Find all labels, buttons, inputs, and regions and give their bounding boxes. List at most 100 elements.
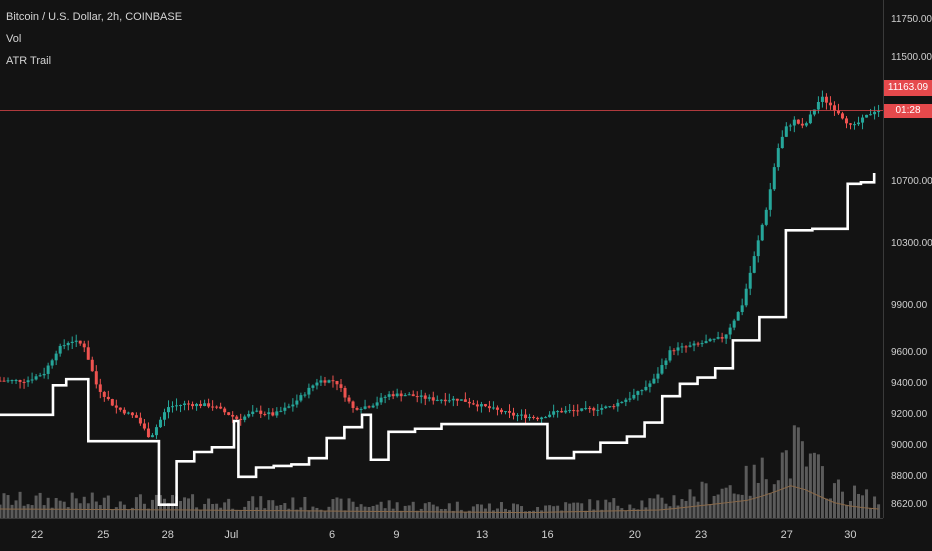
volume-bar: [624, 510, 628, 518]
volume-bar: [195, 507, 199, 518]
volume-bar: [303, 496, 307, 518]
candles-layer: [0, 90, 881, 439]
volume-bar: [672, 495, 676, 518]
x-axis[interactable]: [0, 518, 883, 551]
candle-body: [114, 405, 118, 408]
candle-body: [403, 395, 407, 397]
volume-bar: [780, 452, 784, 518]
candle-body: [263, 413, 267, 415]
candle-body: [379, 397, 383, 403]
volume-bar: [187, 498, 191, 518]
candle-body: [142, 423, 146, 429]
candle-body: [640, 390, 644, 392]
volume-bar: [800, 441, 804, 518]
candle-body: [672, 350, 676, 352]
volume-bar: [271, 500, 275, 518]
candle-body: [50, 360, 54, 366]
volume-bar: [10, 504, 14, 518]
candle-body: [664, 360, 668, 366]
candle-body: [323, 380, 327, 383]
candle-body: [520, 414, 524, 416]
volume-ma-line: [0, 485, 879, 514]
candle-body: [315, 382, 319, 386]
volume-bar: [588, 499, 592, 518]
volume-bar: [431, 504, 435, 518]
volume-bar: [495, 508, 499, 518]
volume-bar: [74, 498, 78, 518]
candle-body: [688, 345, 692, 347]
volume-bar: [748, 495, 752, 518]
candle-body: [596, 409, 600, 411]
candle-body: [784, 126, 788, 137]
volume-bar: [849, 500, 853, 518]
candle-body: [42, 373, 46, 376]
candle-body: [58, 345, 62, 354]
volume-bar: [596, 500, 600, 518]
volume-bar: [532, 510, 536, 518]
volume-bar: [499, 502, 503, 518]
candle-body: [70, 341, 74, 344]
volume-bar: [832, 483, 836, 518]
volume-bar: [824, 498, 828, 518]
volume-bar: [134, 497, 138, 518]
symbol-title[interactable]: Bitcoin / U.S. Dollar, 2h, COINBASE: [6, 11, 183, 23]
volume-bar: [869, 508, 873, 518]
volume-bar: [820, 466, 824, 518]
candle-body: [584, 407, 588, 409]
atr-trail-indicator-label[interactable]: ATR Trail: [6, 55, 52, 67]
candle-body: [126, 412, 130, 414]
volume-bar: [22, 505, 26, 518]
x-tick-label: 25: [97, 529, 110, 541]
volume-bar: [760, 457, 764, 518]
volume-bar: [411, 501, 415, 518]
volume-bar: [114, 507, 118, 518]
volume-bar: [796, 427, 800, 518]
volume-bar: [560, 510, 564, 518]
volume-bar: [199, 509, 203, 518]
volume-bar: [70, 492, 74, 518]
candle-body: [869, 114, 873, 116]
candle-body: [162, 412, 166, 420]
candle-body: [536, 417, 540, 420]
x-tick-label: 30: [844, 529, 857, 541]
candle-body: [279, 410, 283, 412]
candle-body: [528, 416, 532, 419]
candle-body: [18, 380, 22, 382]
volume-bar: [628, 504, 632, 518]
volume-bar: [507, 510, 511, 518]
candle-body: [307, 387, 311, 395]
volume-bar: [716, 494, 720, 518]
candle-body: [676, 347, 680, 351]
volume-bar: [487, 503, 491, 518]
y-tick-label: 9600.00: [891, 346, 928, 358]
candle-body: [158, 419, 162, 428]
candle-body: [207, 403, 211, 407]
volume-bar: [327, 506, 331, 518]
candle-body: [696, 343, 700, 345]
volume-bar: [279, 504, 283, 518]
candle-body: [351, 401, 355, 408]
volume-bar: [857, 493, 861, 518]
y-axis[interactable]: [883, 0, 932, 518]
candle-body: [764, 209, 768, 225]
candle-body: [540, 417, 544, 420]
volume-bar: [865, 489, 869, 518]
candle-body: [271, 412, 275, 416]
volume-bar: [138, 494, 142, 518]
candle-body: [171, 406, 175, 408]
candle-body: [175, 405, 179, 407]
candle-body: [836, 110, 840, 114]
volume-bar: [732, 493, 736, 518]
volume-bar: [479, 504, 483, 518]
volume-bar: [548, 505, 552, 518]
volume-bar: [62, 501, 66, 518]
volume-bar: [680, 499, 684, 518]
volume-bar: [873, 496, 877, 518]
volume-bar: [18, 491, 22, 518]
volume-bar: [483, 508, 487, 518]
candle-body: [752, 256, 756, 273]
candle-body: [14, 380, 18, 382]
vol-indicator-label[interactable]: Vol: [6, 33, 22, 45]
volume-bar: [447, 503, 451, 518]
